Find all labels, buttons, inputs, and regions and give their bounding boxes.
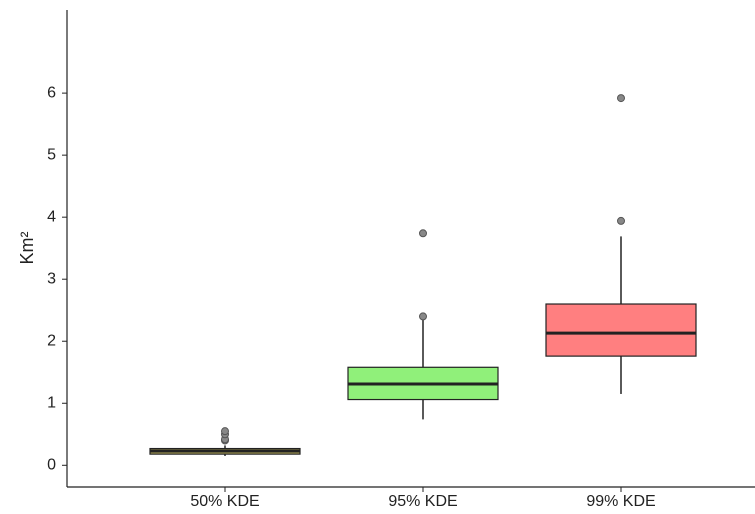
outlier (221, 427, 229, 436)
outlier (419, 312, 427, 321)
x-tick-label: 95% KDE (388, 493, 457, 510)
box (545, 303, 697, 357)
outlier (419, 229, 427, 238)
x-tick-label: 99% KDE (586, 493, 655, 510)
y-tick-label: 1 (47, 394, 56, 411)
y-tick-label: 4 (47, 208, 56, 225)
outlier (617, 216, 625, 225)
y-tick-label: 0 (47, 457, 56, 474)
y-tick-label: 2 (47, 332, 56, 349)
y-tick-label: 6 (47, 84, 56, 101)
y-axis-label: Km² (17, 232, 37, 265)
outlier (617, 94, 625, 103)
x-tick-label: 50% KDE (190, 493, 259, 510)
y-tick-label: 5 (47, 146, 56, 163)
y-tick-label: 3 (47, 270, 56, 287)
